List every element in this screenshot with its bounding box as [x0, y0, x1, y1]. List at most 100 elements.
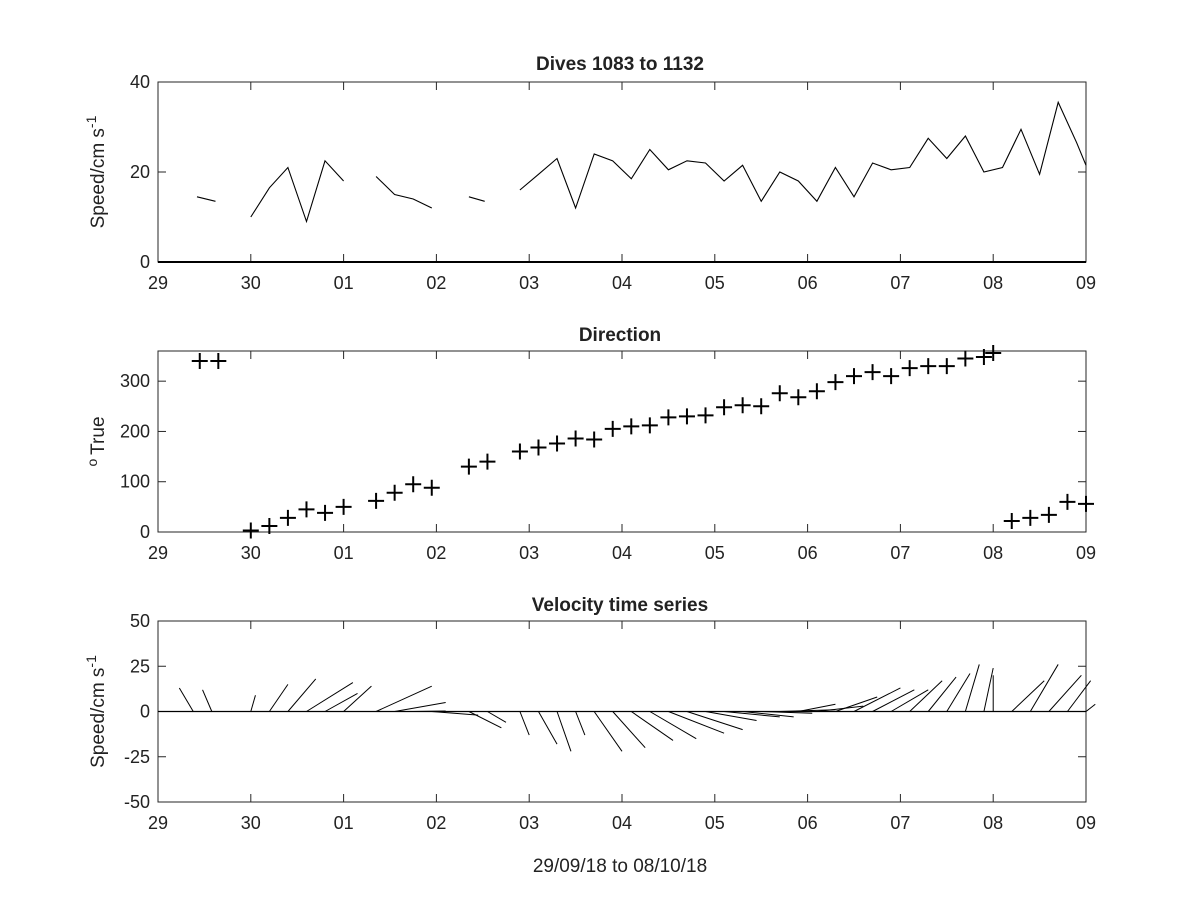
direction-point [1022, 509, 1039, 526]
velocity-stick [612, 711, 646, 749]
direction-point [368, 492, 385, 509]
velocity-stick [1048, 674, 1082, 712]
speed-x-tick-label: 04 [612, 273, 632, 293]
velocity-stick [519, 711, 530, 736]
direction-point [678, 408, 695, 425]
direction-point [335, 498, 352, 515]
velocity-y-tick-label: 25 [130, 656, 150, 676]
velocity-stick [927, 676, 957, 712]
velocity-stick [178, 687, 194, 712]
direction-point [975, 349, 992, 366]
direction-x-tick-label: 29 [148, 543, 168, 563]
direction-x-tick-label: 04 [612, 543, 632, 563]
velocity-stick [287, 678, 317, 712]
velocity-stick [983, 667, 994, 712]
direction-point [938, 358, 955, 375]
direction-point [808, 383, 825, 400]
velocity-y-axis-label: Speed/cm s-1 [83, 655, 109, 768]
direction-point [210, 353, 227, 370]
speed-x-tick-label: 09 [1076, 273, 1096, 293]
velocity-stick [413, 710, 446, 712]
speed-x-tick-label: 30 [241, 273, 261, 293]
velocity-x-tick-label: 05 [705, 813, 725, 833]
direction-point [242, 522, 259, 539]
speed-x-tick-label: 02 [426, 273, 446, 293]
velocity-stick [487, 711, 507, 723]
direction-point [1003, 512, 1020, 529]
velocity-x-tick-label: 04 [612, 813, 632, 833]
direction-x-tick-label: 03 [519, 543, 539, 563]
velocity-y-tick-label: -50 [124, 792, 150, 812]
velocity-stick [202, 689, 213, 712]
direction-panel-title: Direction [579, 325, 661, 346]
direction-point [567, 430, 584, 447]
speed-x-tick-label: 03 [519, 273, 539, 293]
velocity-stick [575, 711, 586, 736]
speed-y-tick-label: 40 [130, 72, 150, 92]
direction-point [511, 443, 528, 460]
velocity-stick [324, 692, 358, 712]
velocity-x-tick-label: 03 [519, 813, 539, 833]
velocity-x-tick-label: 06 [798, 813, 818, 833]
velocity-stick [1067, 680, 1092, 712]
direction-x-tick-label: 05 [705, 543, 725, 563]
velocity-y-tick-label: 0 [140, 702, 150, 722]
speed-plot-frame [157, 81, 1087, 263]
velocity-stick [1011, 680, 1045, 712]
direction-point [549, 435, 566, 452]
direction-point [827, 374, 844, 391]
direction-point [883, 368, 900, 385]
speed-y-tick-label: 20 [130, 162, 150, 182]
velocity-stick [761, 711, 813, 714]
speed-panel: Dives 1083 to 1132 29 30 01 02 03 04 05 06 07 08 0… [83, 54, 1096, 293]
direction-point [604, 420, 621, 437]
direction-x-tick-label: 08 [983, 543, 1003, 563]
velocity-stick [890, 689, 929, 712]
speed-y-axis-label: Speed/cm s-1 [83, 115, 109, 228]
direction-point [641, 417, 658, 434]
speed-panel-title: Dives 1083 to 1132 [536, 54, 704, 75]
direction-point [317, 504, 334, 521]
direction-point [753, 398, 770, 415]
velocity-stick [964, 664, 980, 712]
velocity-x-tick-label: 29 [148, 813, 168, 833]
speed-x-tick-label: 05 [705, 273, 725, 293]
velocity-stick [250, 695, 256, 712]
velocity-stick [593, 711, 623, 752]
velocity-stick [468, 711, 502, 729]
velocity-panel: Velocity time series 29 30 01 02 03 04 05 06 07 0… [83, 595, 1096, 833]
direction-y-tick-label: 300 [120, 371, 150, 391]
direction-y-tick-label: 0 [140, 522, 150, 542]
direction-point [697, 407, 714, 424]
velocity-stick [1029, 664, 1059, 712]
direction-x-tick-label: 30 [241, 543, 261, 563]
velocity-stick [872, 689, 915, 712]
velocity-stick [853, 687, 901, 712]
direction-point [660, 409, 677, 426]
direction-point [623, 418, 640, 435]
direction-point [716, 399, 733, 416]
direction-point [1059, 493, 1076, 510]
velocity-x-tick-label: 30 [241, 813, 261, 833]
speed-series-line [468, 196, 485, 202]
velocity-x-tick-label: 01 [334, 813, 354, 833]
velocity-stick [538, 711, 558, 745]
velocity-stick [742, 711, 794, 718]
direction-point [386, 484, 403, 501]
direction-point [405, 476, 422, 493]
velocity-stick [705, 711, 757, 722]
velocity-x-tick-label: 09 [1076, 813, 1096, 833]
speed-y-tick-label: 0 [140, 252, 150, 272]
direction-point [530, 439, 547, 456]
velocity-stick [394, 701, 446, 712]
direction-point [460, 458, 477, 475]
direction-x-tick-label: 06 [798, 543, 818, 563]
speed-x-tick-label: 08 [983, 273, 1003, 293]
direction-panel: Direction 29 30 01 02 03 04 05 06 07 08 09 0 100 200 3… [84, 325, 1096, 563]
x-axis-label: 29/09/18 to 08/10/18 [533, 856, 707, 877]
velocity-stick [649, 711, 697, 740]
direction-y-tick-label: 100 [120, 472, 150, 492]
velocity-stick [686, 711, 743, 731]
velocity-x-tick-label: 07 [890, 813, 910, 833]
